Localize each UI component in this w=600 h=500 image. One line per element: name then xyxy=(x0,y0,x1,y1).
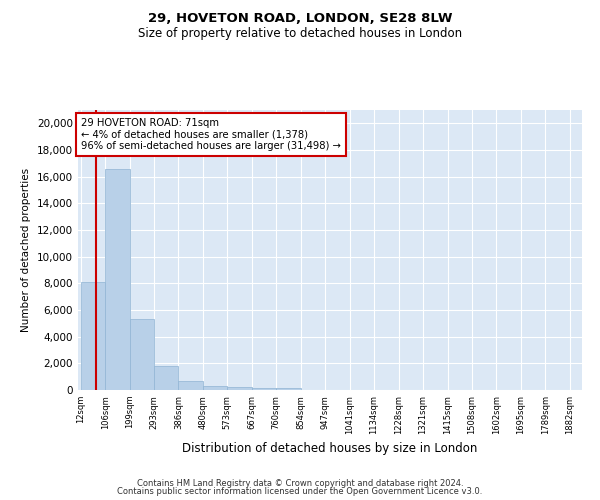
Bar xyxy=(276,388,301,390)
Text: Contains public sector information licensed under the Open Government Licence v3: Contains public sector information licen… xyxy=(118,487,482,496)
X-axis label: Distribution of detached houses by size in London: Distribution of detached houses by size … xyxy=(182,442,478,456)
Bar xyxy=(130,320,154,390)
Bar xyxy=(227,388,251,390)
Text: Size of property relative to detached houses in London: Size of property relative to detached ho… xyxy=(138,28,462,40)
Text: 29, HOVETON ROAD, LONDON, SE28 8LW: 29, HOVETON ROAD, LONDON, SE28 8LW xyxy=(148,12,452,26)
Bar xyxy=(178,382,203,390)
Y-axis label: Number of detached properties: Number of detached properties xyxy=(22,168,31,332)
Bar xyxy=(80,282,105,390)
Bar xyxy=(252,388,276,390)
Bar xyxy=(203,386,227,390)
Bar xyxy=(154,366,178,390)
Text: Contains HM Land Registry data © Crown copyright and database right 2024.: Contains HM Land Registry data © Crown c… xyxy=(137,478,463,488)
Bar xyxy=(105,168,130,390)
Text: 29 HOVETON ROAD: 71sqm
← 4% of detached houses are smaller (1,378)
96% of semi-d: 29 HOVETON ROAD: 71sqm ← 4% of detached … xyxy=(81,118,341,151)
